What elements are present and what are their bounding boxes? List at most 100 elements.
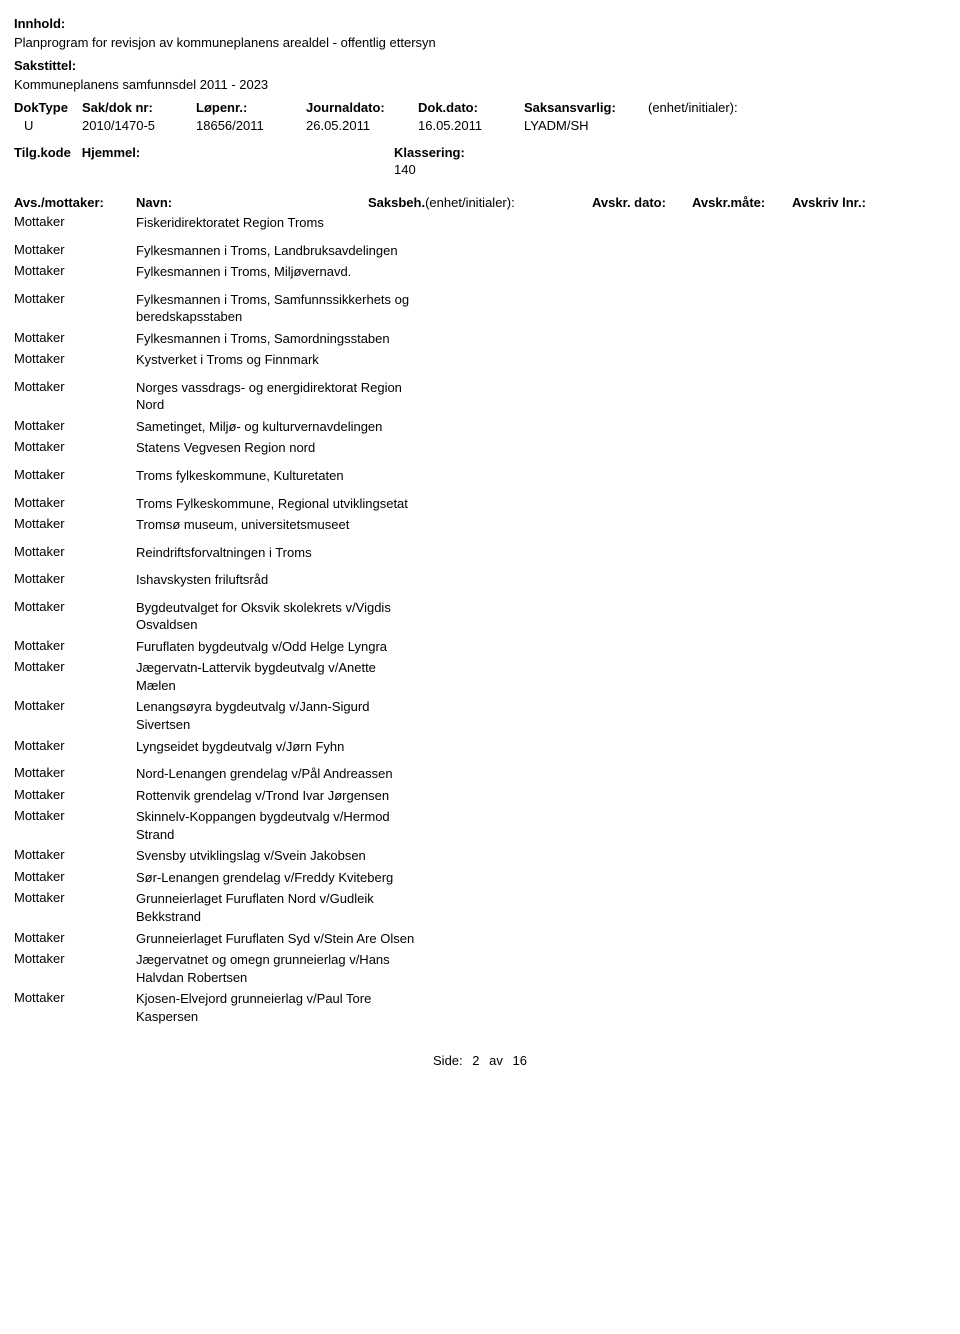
footer-total-pages: 16 — [513, 1053, 527, 1068]
recipient-row: MottakerStatens Vegvesen Region nord — [14, 439, 946, 457]
recipient-role: Mottaker — [14, 930, 136, 945]
recipient-name: Statens Vegvesen Region nord — [136, 439, 416, 457]
recipient-role: Mottaker — [14, 698, 136, 713]
recipient-row: MottakerFylkesmannen i Troms, Samordning… — [14, 330, 946, 348]
recipient-row: MottakerLenangsøyra bygdeutvalg v/Jann-S… — [14, 698, 946, 733]
avskrivlnr-label: Avskriv lnr.: — [792, 195, 946, 210]
recipient-row: MottakerLyngseidet bygdeutvalg v/Jørn Fy… — [14, 738, 946, 756]
journaldato-label: Journaldato: — [306, 100, 412, 115]
recipient-name: Ishavskysten friluftsråd — [136, 571, 416, 589]
klassering-label: Klassering: — [394, 145, 465, 160]
recipient-name: Jægervatn-Lattervik bygdeutvalg v/Anette… — [136, 659, 416, 694]
recipient-name: Skinnelv-Koppangen bygdeutvalg v/Hermod … — [136, 808, 416, 843]
doktype-value: U — [14, 118, 76, 133]
recipient-name: Sør-Lenangen grendelag v/Freddy Kviteber… — [136, 869, 416, 887]
lopenr-value: 18656/2011 — [196, 118, 300, 133]
recipient-role: Mottaker — [14, 439, 136, 454]
recipient-row: MottakerNorges vassdrags- og energidirek… — [14, 379, 946, 414]
recipient-row: MottakerNord-Lenangen grendelag v/Pål An… — [14, 765, 946, 783]
recipient-row: MottakerSkinnelv-Koppangen bygdeutvalg v… — [14, 808, 946, 843]
recipient-role: Mottaker — [14, 599, 136, 614]
recipient-row: MottakerSametinget, Miljø- og kulturvern… — [14, 418, 946, 436]
avsmottaker-label: Avs./mottaker: — [14, 195, 136, 210]
recipient-name: Fylkesmannen i Troms, Samordningsstaben — [136, 330, 416, 348]
saksbeh-label: Saksbeh. — [368, 195, 425, 210]
footer-label: Side: — [433, 1053, 463, 1068]
recipient-name: Fylkesmannen i Troms, Miljøvernavd. — [136, 263, 416, 281]
recipient-role: Mottaker — [14, 738, 136, 753]
recipient-row: MottakerFylkesmannen i Troms, Miljøverna… — [14, 263, 946, 281]
saksansvarlig-value: LYADM/SH — [524, 118, 642, 133]
recipient-role: Mottaker — [14, 418, 136, 433]
navn-label: Navn: — [136, 195, 368, 210]
avskrdato-label: Avskr. dato: — [592, 195, 692, 210]
recipient-row: MottakerJægervatnet og omegn grunneierla… — [14, 951, 946, 986]
avskrmate-label: Avskr.måte: — [692, 195, 792, 210]
recipient-role: Mottaker — [14, 659, 136, 674]
innhold-label: Innhold: — [14, 16, 946, 31]
recipient-role: Mottaker — [14, 291, 136, 306]
recipient-name: Lyngseidet bygdeutvalg v/Jørn Fyhn — [136, 738, 416, 756]
recipient-row: MottakerFylkesmannen i Troms, Landbruksa… — [14, 242, 946, 260]
recipient-name: Svensby utviklingslag v/Svein Jakobsen — [136, 847, 416, 865]
recipient-name: Grunneierlaget Furuflaten Syd v/Stein Ar… — [136, 930, 416, 948]
recipient-role: Mottaker — [14, 869, 136, 884]
journaldato-value: 26.05.2011 — [306, 118, 412, 133]
recipient-role: Mottaker — [14, 787, 136, 802]
recipient-role: Mottaker — [14, 544, 136, 559]
dokdato-value: 16.05.2011 — [418, 118, 518, 133]
recipient-row: MottakerSvensby utviklingslag v/Svein Ja… — [14, 847, 946, 865]
lopenr-label: Løpenr.: — [196, 100, 300, 115]
recipient-row: MottakerRottenvik grendelag v/Trond Ivar… — [14, 787, 946, 805]
sakstittel-label: Sakstittel: — [14, 58, 946, 73]
document-page: Innhold: Planprogram for revisjon av kom… — [0, 0, 960, 1078]
recipient-row: MottakerSør-Lenangen grendelag v/Freddy … — [14, 869, 946, 887]
recipient-name: Tromsø museum, universitetsmuseet — [136, 516, 416, 534]
recipients-header: Avs./mottaker: Navn: Saksbeh.(enhet/init… — [14, 195, 946, 210]
recipient-row: MottakerFuruflaten bygdeutvalg v/Odd Hel… — [14, 638, 946, 656]
recipient-role: Mottaker — [14, 990, 136, 1005]
recipient-row: MottakerTromsø museum, universitetsmusee… — [14, 516, 946, 534]
recipient-name: Fylkesmannen i Troms, Samfunnssikkerhets… — [136, 291, 416, 326]
recipient-role: Mottaker — [14, 516, 136, 531]
recipient-role: Mottaker — [14, 571, 136, 586]
footer-sep: av — [489, 1053, 503, 1068]
saksbeh-suffix: (enhet/initialer): — [425, 195, 515, 210]
recipient-name: Troms fylkeskommune, Kulturetaten — [136, 467, 416, 485]
recipient-role: Mottaker — [14, 808, 136, 823]
recipient-name: Norges vassdrags- og energidirektorat Re… — [136, 379, 416, 414]
recipient-row: MottakerKjosen-Elvejord grunneierlag v/P… — [14, 990, 946, 1025]
recipient-name: Jægervatnet og omegn grunneierlag v/Hans… — [136, 951, 416, 986]
recipient-role: Mottaker — [14, 351, 136, 366]
footer-current-page: 2 — [472, 1053, 479, 1068]
recipient-name: Kjosen-Elvejord grunneierlag v/Paul Tore… — [136, 990, 416, 1025]
klassering-value: 140 — [394, 162, 465, 177]
page-footer: Side: 2 av 16 — [14, 1053, 946, 1068]
recipient-name: Fylkesmannen i Troms, Landbruksavdelinge… — [136, 242, 416, 260]
recipient-row: MottakerFylkesmannen i Troms, Samfunnssi… — [14, 291, 946, 326]
enhetinitialer-label: (enhet/initialer): — [648, 100, 940, 115]
recipient-name: Kystverket i Troms og Finnmark — [136, 351, 416, 369]
recipient-row: MottakerIshavskysten friluftsråd — [14, 571, 946, 589]
recipient-role: Mottaker — [14, 242, 136, 257]
recipient-row: MottakerFiskeridirektoratet Region Troms — [14, 214, 946, 232]
sakdoknr-label: Sak/dok nr: — [82, 100, 190, 115]
recipient-name: Sametinget, Miljø- og kulturvernavdeling… — [136, 418, 416, 436]
recipient-name: Bygdeutvalget for Oksvik skolekrets v/Vi… — [136, 599, 416, 634]
innhold-value: Planprogram for revisjon av kommuneplane… — [14, 35, 946, 50]
recipient-row: MottakerJægervatn-Lattervik bygdeutvalg … — [14, 659, 946, 694]
recipient-name: Rottenvik grendelag v/Trond Ivar Jørgens… — [136, 787, 416, 805]
recipient-row: MottakerTroms Fylkeskommune, Regional ut… — [14, 495, 946, 513]
recipient-name: Reindriftsforvaltningen i Troms — [136, 544, 416, 562]
tilgkode-row: Tilg.kode Hjemmel: Klassering: 140 — [14, 145, 946, 177]
recipient-role: Mottaker — [14, 379, 136, 394]
saksansvarlig-label: Saksansvarlig: — [524, 100, 642, 115]
recipient-role: Mottaker — [14, 847, 136, 862]
recipient-name: Troms Fylkeskommune, Regional utviklings… — [136, 495, 416, 513]
recipients-list: MottakerFiskeridirektoratet Region Troms… — [14, 214, 946, 1025]
sakdoknr-value: 2010/1470-5 — [82, 118, 190, 133]
dokdato-label: Dok.dato: — [418, 100, 518, 115]
doktype-label: DokType — [14, 100, 76, 115]
recipient-role: Mottaker — [14, 495, 136, 510]
recipient-role: Mottaker — [14, 263, 136, 278]
